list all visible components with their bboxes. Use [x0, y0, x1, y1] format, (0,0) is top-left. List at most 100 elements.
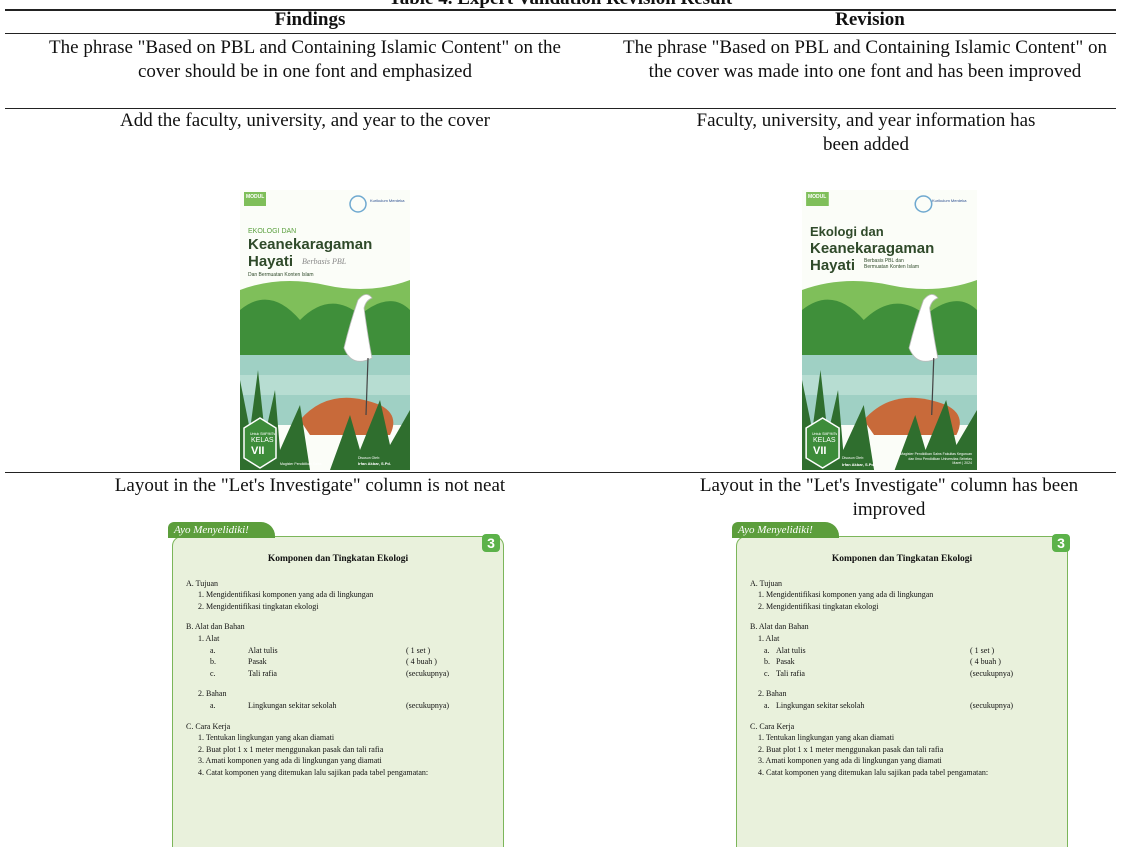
- group-heading: 1. Alat: [198, 633, 220, 643]
- group-heading: 1. Alat: [758, 633, 780, 643]
- cover-text: Irfan Akbar, S.Pd.: [358, 461, 391, 466]
- worksheet-item: a. Alat tulis ( 1 set ): [750, 645, 1054, 657]
- cover-text: Hayati: [248, 253, 294, 270]
- cover-text: Untuk SMP/MTs: [812, 432, 838, 436]
- item-quantity: (secukupnya): [406, 700, 450, 710]
- item-label: b.: [764, 657, 770, 667]
- worksheet-line: 4. Catat komponen yang ditemukan lalu sa…: [198, 767, 429, 777]
- worksheet-tab: Ayo Menyelidiki!: [168, 522, 275, 538]
- spacer: [186, 712, 490, 721]
- worksheet-line: 1. Mengidentifikasi komponen yang ada di…: [758, 590, 934, 600]
- worksheet-item: b. Pasak ( 4 buah ): [186, 656, 490, 668]
- cover-text: Disusun Oleh:: [358, 456, 380, 460]
- cover-text: Berbasis PBL dan Bermuatan Konten Islam: [864, 258, 920, 270]
- table-rule: [5, 108, 1116, 109]
- cover-text: Keanekaragaman: [248, 236, 373, 253]
- header-cell: Revision: [835, 9, 905, 30]
- worksheet-line: 1. Mengidentifikasi komponen yang ada di…: [198, 590, 374, 600]
- section-heading: B. Alat dan Bahan: [186, 622, 245, 632]
- item-label: c.: [210, 668, 216, 678]
- cover-text: Berbasis PBL: [302, 257, 347, 266]
- worksheet-number: 3: [482, 534, 500, 552]
- worksheet-line: 3. Amati komponen yang ada di lingkungan…: [198, 756, 382, 766]
- worksheet-item: a. Alat tulis ( 1 set ): [186, 645, 490, 657]
- worksheet-image: Ayo Menyelidiki! 3 Komponen dan Tingkatan …: [168, 518, 508, 847]
- item-label: a.: [764, 645, 770, 655]
- cover-text: VII: [251, 445, 265, 457]
- section-heading: B. Alat dan Bahan: [750, 622, 809, 632]
- cover-text: Kurikulum Merdeka: [370, 198, 405, 203]
- item-quantity: ( 4 buah ): [406, 657, 437, 667]
- worksheet-line: 2. Buat plot 1 x 1 meter menggunakan pas…: [198, 744, 384, 754]
- cover-text: Ekologi dan: [810, 224, 884, 239]
- spacer: [750, 712, 1054, 721]
- cover-text: Hayati: [810, 257, 856, 274]
- cover-text: Keanekaragaman: [810, 240, 935, 257]
- cover-image: MODUL Kurikulum Merdeka EKOLOGI DAN Keaneka…: [240, 190, 410, 470]
- item-text: Pasak: [248, 657, 267, 667]
- worksheet-item: a. Lingkungan sekitar sekolah (secukupnya): [750, 700, 1054, 712]
- cover-text: Kurikulum Merdeka: [932, 198, 967, 203]
- worksheet-title: Komponen dan Tingkatan Ekologi: [267, 554, 409, 564]
- findings-cell: Layout in the "Let's Investigate" column…: [114, 475, 506, 496]
- section-heading: A. Tujuan: [750, 578, 783, 588]
- worksheet-title: Komponen dan Tingkatan Ekologi: [831, 554, 973, 564]
- worksheet-line: 2. Mengidentifikasi tingkatan ekologi: [758, 601, 879, 611]
- cover-text: MODUL: [246, 194, 265, 200]
- item-quantity: ( 4 buah ): [970, 657, 1001, 667]
- item-quantity: ( 1 set ): [970, 645, 995, 655]
- worksheet-image: Ayo Menyelidiki! 3 Komponen dan Tingkatan …: [732, 518, 1072, 847]
- worksheet-body: Komponen dan Tingkatan Ekologi A. Tujuan 1…: [186, 554, 490, 788]
- worksheet-panel: [736, 536, 1068, 847]
- cover-illustration: [240, 190, 410, 470]
- worksheet-number: 3: [1052, 534, 1070, 552]
- table-rule: [5, 472, 1116, 473]
- cover-text: KELAS: [813, 437, 836, 444]
- item-quantity: ( 1 set ): [406, 645, 431, 655]
- spacer: [186, 779, 490, 788]
- item-quantity: (secukupnya): [406, 668, 450, 678]
- cover-text: Untuk SMP/MTs: [250, 432, 276, 436]
- revision-cell: Layout in the "Let's Investigate" column…: [699, 475, 1079, 520]
- item-text: Lingkungan sekitar sekolah: [248, 700, 337, 710]
- worksheet-line: 2. Buat plot 1 x 1 meter menggunakan pas…: [758, 744, 944, 754]
- cover-text: EKOLOGI DAN: [248, 228, 297, 235]
- item-label: a.: [210, 645, 216, 655]
- cover-text: Magister Pendidikan Sains: [280, 462, 322, 466]
- worksheet-item: c. Tali rafia (secukupnya): [186, 668, 490, 680]
- worksheet-panel: [172, 536, 504, 847]
- item-text: Lingkungan sekitar sekolah: [776, 700, 865, 710]
- worksheet-item: c. Tali rafia (secukupnya): [750, 668, 1054, 680]
- findings-cell: The phrase "Based on PBL and Containing …: [49, 37, 561, 82]
- worksheet-item: b. Pasak ( 4 buah ): [750, 656, 1054, 668]
- worksheet-tab: Ayo Menyelidiki!: [732, 522, 839, 538]
- spacer: [186, 679, 490, 688]
- cover-text: Irfan Akbar, S.Pd.: [842, 462, 875, 467]
- cover-image: MODUL Kurikulum Merdeka Ekologi dan Keaneka…: [802, 190, 977, 470]
- cover-text: VII: [813, 445, 827, 457]
- table-rule: [5, 9, 1116, 11]
- table-rule: [5, 33, 1116, 34]
- worksheet-line: 3. Amati komponen yang ada di lingkungan…: [758, 756, 942, 766]
- worksheet-body: Komponen dan Tingkatan Ekologi A. Tujuan 1…: [750, 554, 1054, 788]
- cover-illustration: [802, 190, 977, 470]
- cover-text: Dan Bermuatan Konten Islam: [248, 272, 314, 278]
- worksheet-line: 2. Mengidentifikasi tingkatan ekologi: [198, 601, 319, 611]
- item-quantity: (secukupnya): [970, 668, 1014, 678]
- spacer: [750, 679, 1054, 688]
- worksheet-item: a. Lingkungan sekitar sekolah (secukupnya): [186, 700, 490, 712]
- item-text: Tali rafia: [248, 668, 277, 678]
- table-caption: Table 4. Expert Validation Revision Resu…: [0, 0, 1121, 10]
- group-heading: 2. Bahan: [198, 689, 227, 699]
- section-heading: C. Cara Kerja: [750, 721, 795, 731]
- spacer: [750, 612, 1054, 621]
- findings-cell: Add the faculty, university, and year to…: [119, 110, 491, 131]
- cover-text: Magister Pendidikan Sains Fakultas Kegur…: [900, 452, 972, 465]
- item-label: a.: [764, 700, 770, 710]
- item-text: Alat tulis: [776, 645, 806, 655]
- item-text: Tali rafia: [776, 668, 805, 678]
- worksheet-line: 1. Tentukan lingkungan yang akan diamati: [758, 733, 895, 743]
- cover-text: KELAS: [251, 437, 274, 444]
